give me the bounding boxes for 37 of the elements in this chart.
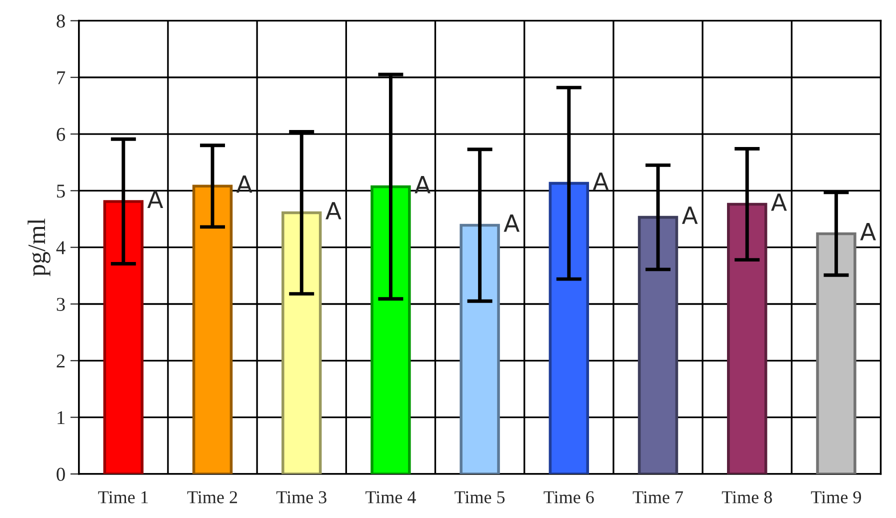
annotation: A <box>147 190 164 208</box>
x-tick-label: Time 7 <box>632 491 683 504</box>
x-tick-label: Time 8 <box>722 491 772 504</box>
annotation: A <box>682 206 698 224</box>
annotation: A <box>860 223 876 240</box>
bar <box>282 211 322 474</box>
y-tick-label: 0 <box>56 468 65 481</box>
y-tick-label: 6 <box>56 128 66 141</box>
y-tick-label: 2 <box>56 354 65 368</box>
y-tick-label: 1 <box>58 411 64 424</box>
x-tick-label: Time 6 <box>544 491 594 504</box>
annotation: A <box>504 214 520 232</box>
x-tick-label: Time 5 <box>454 491 505 504</box>
bar <box>727 202 768 474</box>
bar <box>638 216 678 474</box>
y-tick-label: 7 <box>57 71 66 84</box>
bar <box>103 200 144 474</box>
x-tick-label: Time 4 <box>366 491 416 504</box>
bar <box>548 182 590 474</box>
x-tick-label: Time 1 <box>98 491 148 504</box>
bar <box>460 224 500 474</box>
y-tick-label: 4 <box>56 241 66 254</box>
annotation: A <box>236 175 252 193</box>
y-tick-label: 5 <box>57 184 65 198</box>
bar <box>370 185 411 474</box>
x-tick-label: Time 2 <box>187 491 238 504</box>
annotation: A <box>414 176 430 194</box>
x-tick-label: Time 3 <box>276 491 326 504</box>
annotation: A <box>326 202 342 220</box>
y-axis-title: pg/ml <box>28 218 50 276</box>
y-tick-label: 8 <box>56 14 65 28</box>
x-tick-label: Time 9 <box>811 491 861 504</box>
y-tick-label: 3 <box>56 298 65 311</box>
annotation: A <box>771 194 787 211</box>
bar <box>816 232 856 474</box>
annotation: A <box>592 172 609 190</box>
bar <box>192 184 233 474</box>
